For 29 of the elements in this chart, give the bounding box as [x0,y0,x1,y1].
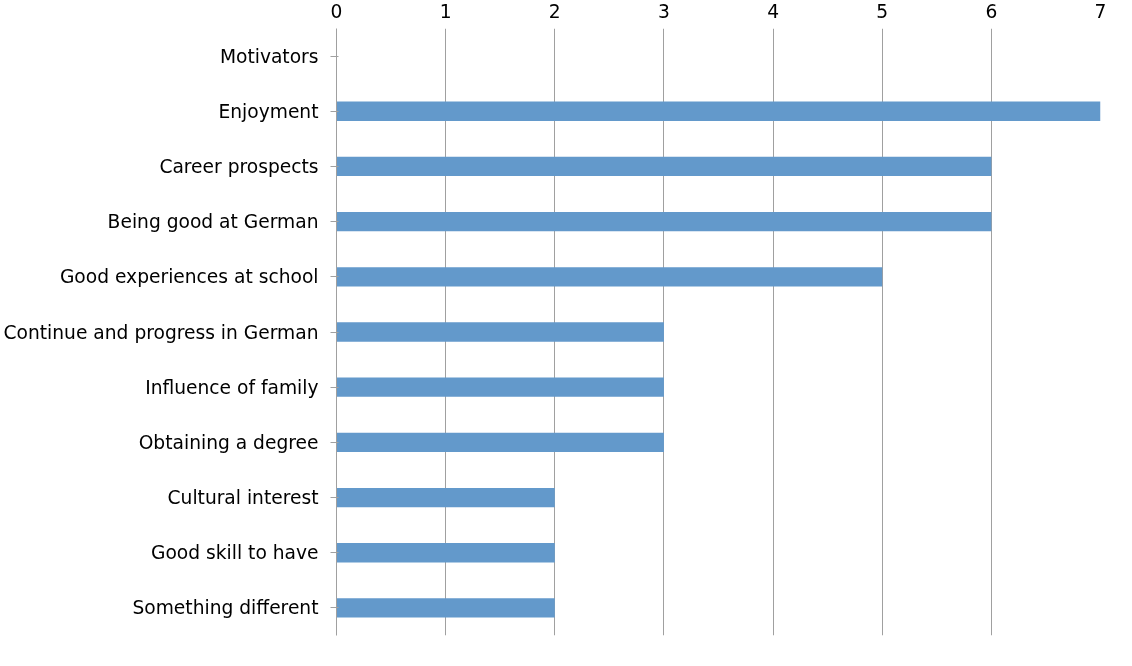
y-tick-label: Motivators [219,45,319,67]
y-tick-label: Good experiences at school [59,266,319,288]
bar [336,377,664,397]
y-tick-label: Career prospects [159,155,319,177]
bar [336,211,992,232]
y-tick-label: Something different [132,597,319,619]
bar [336,101,1101,121]
x-tick-label: 0 [330,0,343,22]
bar [336,543,555,563]
bar [336,487,555,508]
bar [336,156,992,177]
bar [336,322,664,342]
x-tick-label: 6 [985,0,998,22]
bar [336,432,664,453]
y-tick-label: Being good at German [107,211,319,233]
x-tick-label: 2 [548,0,561,22]
y-tick-label: Cultural interest [167,487,319,509]
y-tick-label: Continue and progress in German [3,321,319,343]
x-tick-label: 5 [876,0,889,22]
x-tick-label: 3 [657,0,670,22]
x-tick-label: 7 [1094,0,1107,22]
bar [336,267,883,287]
bar [336,598,555,618]
y-tick-label: Good skill to have [151,542,319,564]
x-tick-label: 1 [439,0,452,22]
x-tick-label: 4 [767,0,780,22]
y-tick-label: Enjoyment [218,100,319,122]
y-tick-label: Influence of family [145,376,319,398]
y-tick-label: Obtaining a degree [138,431,319,453]
